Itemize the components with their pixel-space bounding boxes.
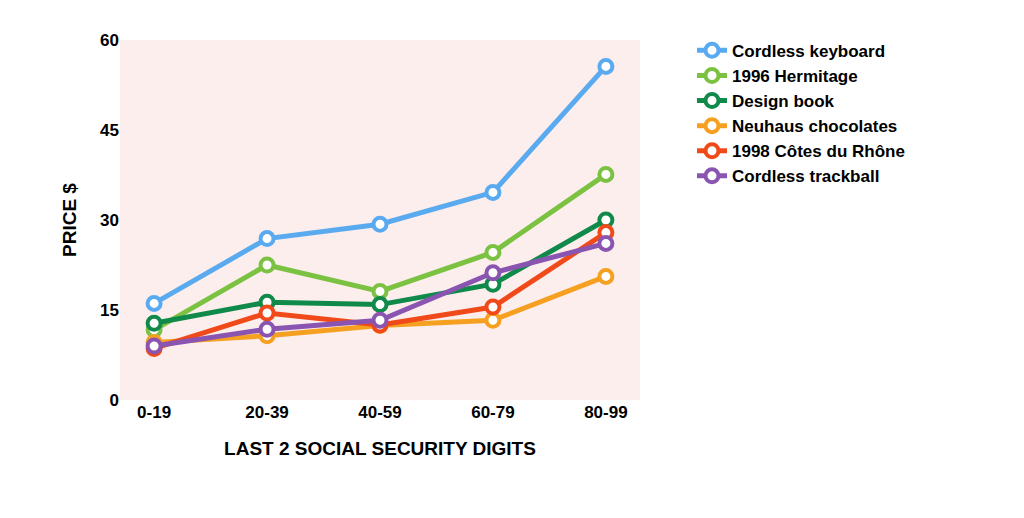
svg-text:40-59: 40-59: [358, 403, 401, 422]
svg-text:60-79: 60-79: [471, 403, 514, 422]
svg-text:Design book: Design book: [732, 92, 835, 111]
svg-text:45: 45: [100, 121, 119, 140]
svg-text:1996 Hermitage: 1996 Hermitage: [732, 67, 858, 86]
svg-text:LAST 2 SOCIAL SECURITY DIGITS: LAST 2 SOCIAL SECURITY DIGITS: [224, 438, 536, 459]
svg-text:0: 0: [110, 391, 119, 410]
svg-text:15: 15: [100, 301, 119, 320]
svg-text:1998 Côtes du Rhône: 1998 Côtes du Rhône: [732, 142, 905, 161]
svg-text:60: 60: [100, 31, 119, 50]
svg-text:PRICE $: PRICE $: [59, 183, 80, 257]
svg-text:Cordless keyboard: Cordless keyboard: [732, 42, 885, 61]
svg-text:Neuhaus chocolates: Neuhaus chocolates: [732, 117, 897, 136]
svg-text:80-99: 80-99: [584, 403, 627, 422]
svg-text:20-39: 20-39: [245, 403, 288, 422]
svg-text:0-19: 0-19: [137, 403, 171, 422]
svg-text:Cordless trackball: Cordless trackball: [732, 167, 879, 186]
svg-text:30: 30: [100, 211, 119, 230]
